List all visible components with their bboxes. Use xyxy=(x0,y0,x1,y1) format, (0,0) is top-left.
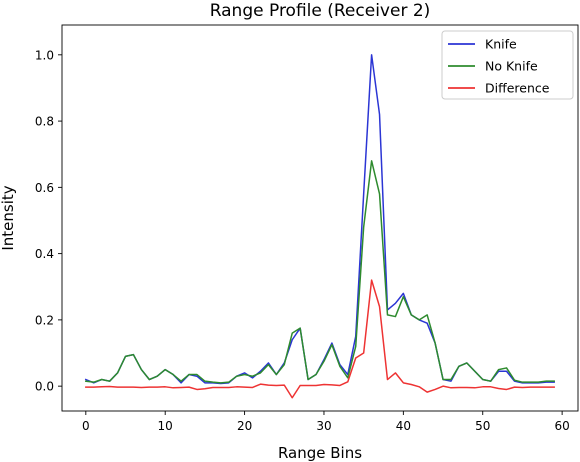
legend-label: Knife xyxy=(485,37,517,52)
y-axis-title: Intensity xyxy=(0,185,17,250)
series-line-difference xyxy=(85,279,555,399)
y-tick-label: 1.0 xyxy=(35,48,54,62)
x-tick-label: 20 xyxy=(237,419,252,433)
series-lines xyxy=(84,54,555,399)
chart-title: Range Profile (Receiver 2) xyxy=(210,1,431,21)
y-tick-label: 0.8 xyxy=(35,115,54,129)
legend-label: Difference xyxy=(485,81,550,96)
legend: Knife No Knife Difference xyxy=(441,30,574,100)
series-line-knife xyxy=(84,54,555,385)
x-axis-ticks: 0 10 20 30 40 50 60 xyxy=(82,411,570,433)
series-line-no-knife xyxy=(84,160,555,384)
legend-box xyxy=(441,30,574,100)
x-tick-label: 0 xyxy=(82,419,90,433)
x-tick-label: 30 xyxy=(316,419,331,433)
x-tick-label: 60 xyxy=(554,419,569,433)
y-tick-label: 0.6 xyxy=(35,181,54,195)
legend-label: No Knife xyxy=(485,59,538,74)
x-tick-label: 40 xyxy=(396,419,411,433)
x-axis-title: Range Bins xyxy=(278,444,362,462)
y-tick-label: 0.0 xyxy=(35,380,54,394)
x-tick-label: 50 xyxy=(475,419,490,433)
y-tick-label: 0.2 xyxy=(35,313,54,327)
y-axis-ticks: 0.0 0.2 0.4 0.6 0.8 1.0 xyxy=(35,48,62,394)
y-tick-label: 0.4 xyxy=(35,247,54,261)
x-tick-label: 10 xyxy=(158,419,173,433)
plot-area-frame xyxy=(61,24,579,412)
